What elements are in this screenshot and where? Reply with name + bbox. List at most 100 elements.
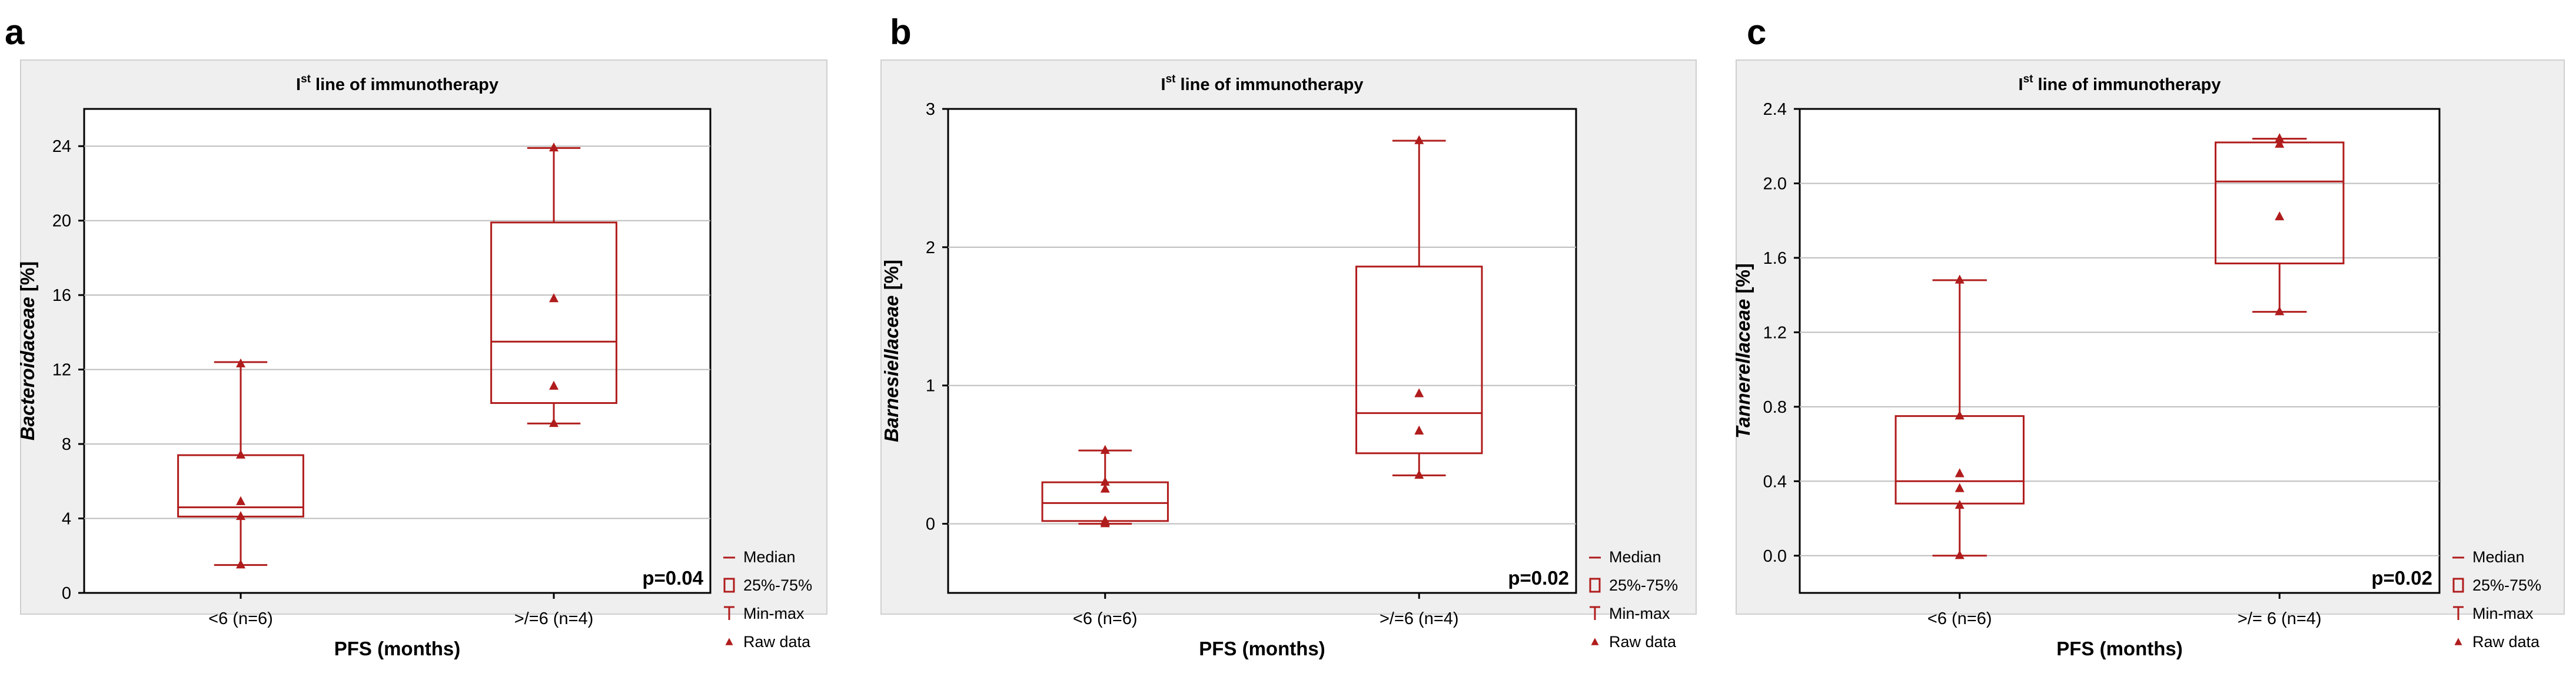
y-tick-label: 4 [62,510,71,529]
raw-data-point [1955,274,1965,284]
raw-data-point [1955,410,1965,420]
plot-area [1799,108,2441,594]
panel-letter: a [5,12,25,52]
x-tick-label: <6 (n=6) [1927,609,1992,628]
raw-data-point [1414,469,1424,479]
raw-data-point [2275,306,2285,316]
x-axis-title: PFS (months) [2056,638,2182,659]
y-axis-unit: [%] [880,260,902,296]
y-tick-label: 16 [52,286,71,305]
legend-raw-symbol [725,638,733,645]
title-sup: st [301,73,311,85]
legend-minmax-label: Min-max [1609,605,1670,622]
title-rest: line of immunotherapy [311,75,498,94]
y-axis-title: Barnesiellaceae [%] [880,260,902,442]
p-value: p=0.02 [2371,567,2432,589]
y-tick-label: 0.4 [1763,472,1787,491]
x-tick-label: >/= 6 (n=4) [2238,609,2322,628]
chart-title: Ist line of immunotherapy [296,73,498,94]
plot-area [83,108,712,594]
title-main: I [2019,75,2023,94]
y-tick-label: 2 [926,238,935,257]
chart-panel-a: a Ist line of immunotherapy 0 4 8 12 16 20 24 <6 … [5,12,827,659]
title-rest: line of immunotherapy [1175,75,1363,94]
y-tick-label: 24 [52,137,71,156]
y-tick-label: 0 [926,515,935,534]
y-axis-name: Barnesiellaceae [880,295,902,442]
y-tick-label: 20 [52,212,71,231]
legend-minmax-label: Min-max [2472,605,2534,622]
y-tick-label: 1 [926,377,935,396]
iqr-box [1355,266,1483,455]
y-tick-label: 1.6 [1763,249,1787,268]
panel-letter: b [890,12,912,52]
raw-data-point [2275,133,2285,142]
raw-data-point [549,380,559,390]
title-rest: line of immunotherapy [2033,75,2221,94]
y-tick-label: 1.2 [1763,323,1787,342]
legend-box-label: 25%-75% [1609,576,1678,594]
raw-data-point [236,358,245,367]
p-value: p=0.02 [1508,567,1569,589]
raw-data-point [236,559,245,569]
y-tick-label: 0 [62,584,71,603]
raw-data-point [549,293,559,303]
legend-minmax-label: Min-max [743,605,805,622]
title-main: I [1161,75,1166,94]
chart-panel-b: b Ist line of immunotherapy 0 1 2 3 <6 (n=6) >/… [880,12,1697,659]
raw-data-point [1955,483,1965,492]
x-tick-label: <6 (n=6) [208,609,273,628]
raw-data-point [236,510,245,520]
legend-median-label: Median [1609,548,1661,566]
y-axis-name: Tannerellaceae [1732,299,1754,439]
raw-data-point [1100,476,1110,486]
legend-box-symbol [2452,578,2464,593]
y-tick-label: 2.0 [1763,174,1787,193]
chart-panel-c: c Ist line of immunotherapy 0.0 0.4 0.8 1.2 1.… [1732,12,2565,659]
raw-data-point [236,449,245,459]
chart-title: Ist line of immunotherapy [2019,73,2221,94]
iqr-box [490,221,617,404]
raw-data-point [1955,468,1965,478]
x-tick-label: >/=6 (n=4) [1380,609,1459,628]
legend-raw-label: Raw data [1609,633,1677,651]
y-tick-label: 8 [62,435,71,454]
legend-raw-label: Raw data [2472,633,2540,651]
raw-data-point [2275,211,2285,221]
legend-raw-label: Raw data [743,633,811,651]
title-sup: st [2023,73,2034,85]
x-axis-title: PFS (months) [1199,638,1325,659]
raw-data-point [1414,388,1424,397]
x-tick-label: <6 (n=6) [1073,609,1138,628]
y-tick-label: 0.8 [1763,398,1787,417]
raw-data-point [549,417,559,427]
x-tick-label: >/=6 (n=4) [514,609,594,628]
y-tick-label: 0.0 [1763,547,1787,566]
title-sup: st [1166,73,1176,85]
y-tick-label: 12 [52,361,71,380]
panel-letter: c [1747,12,1766,52]
legend-box-symbol [1589,578,1601,593]
y-axis-name: Bacteroidaceae [16,297,38,440]
raw-data-point [1100,483,1110,493]
title-main: I [296,75,301,94]
y-axis-title: Tannerellaceae [%] [1732,263,1754,439]
raw-data-point [1414,425,1424,435]
raw-data-point [236,496,245,505]
legend-median-label: Median [2472,548,2525,566]
p-value: p=0.04 [642,567,703,589]
legend-box-label: 25%-75% [743,576,812,594]
raw-data-point [549,142,559,152]
legend-median-label: Median [743,548,796,566]
plot-area [947,108,1577,594]
x-axis-title: PFS (months) [334,638,460,659]
raw-data-point [2275,138,2285,148]
y-axis-unit: [%] [16,261,38,297]
raw-data-point [1100,515,1110,525]
legend-box-symbol [723,578,735,593]
y-axis-unit: [%] [1732,263,1754,299]
raw-data-point [1955,550,1965,559]
y-tick-label: 3 [926,100,935,119]
raw-data-point [1955,499,1965,509]
